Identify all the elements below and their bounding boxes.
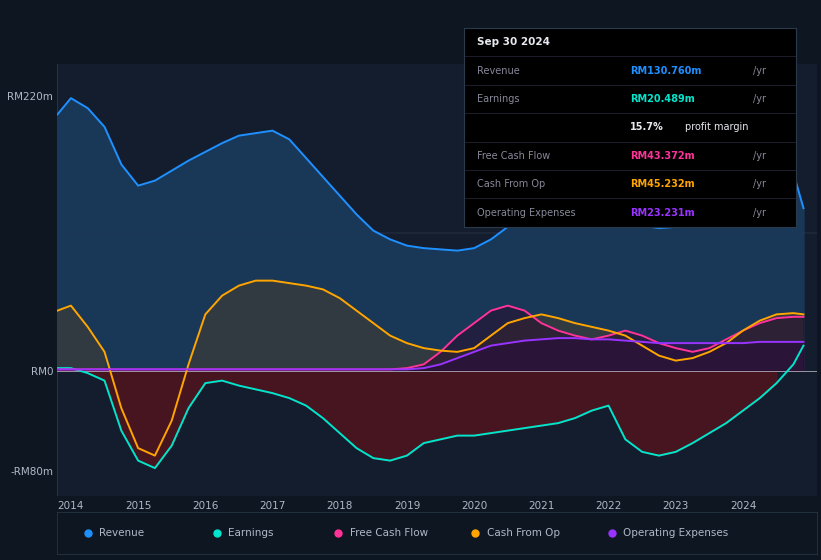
- Text: /yr: /yr: [753, 179, 766, 189]
- Text: Free Cash Flow: Free Cash Flow: [477, 151, 550, 161]
- Text: Operating Expenses: Operating Expenses: [623, 529, 728, 538]
- Text: profit margin: profit margin: [685, 123, 749, 132]
- Text: Operating Expenses: Operating Expenses: [477, 208, 576, 218]
- Text: /yr: /yr: [753, 208, 766, 218]
- Text: Revenue: Revenue: [99, 529, 144, 538]
- Text: Sep 30 2024: Sep 30 2024: [477, 37, 550, 47]
- Text: Earnings: Earnings: [228, 529, 274, 538]
- Text: RM43.372m: RM43.372m: [631, 151, 695, 161]
- Text: 15.7%: 15.7%: [631, 123, 664, 132]
- Text: Free Cash Flow: Free Cash Flow: [350, 529, 428, 538]
- Text: RM45.232m: RM45.232m: [631, 179, 695, 189]
- Text: RM23.231m: RM23.231m: [631, 208, 695, 218]
- Text: Revenue: Revenue: [477, 66, 520, 76]
- Text: /yr: /yr: [753, 94, 766, 104]
- Text: /yr: /yr: [753, 66, 766, 76]
- Text: Cash From Op: Cash From Op: [487, 529, 560, 538]
- Text: Earnings: Earnings: [477, 94, 520, 104]
- Text: Cash From Op: Cash From Op: [477, 179, 545, 189]
- Text: RM130.760m: RM130.760m: [631, 66, 701, 76]
- Text: RM20.489m: RM20.489m: [631, 94, 695, 104]
- Text: /yr: /yr: [753, 151, 766, 161]
